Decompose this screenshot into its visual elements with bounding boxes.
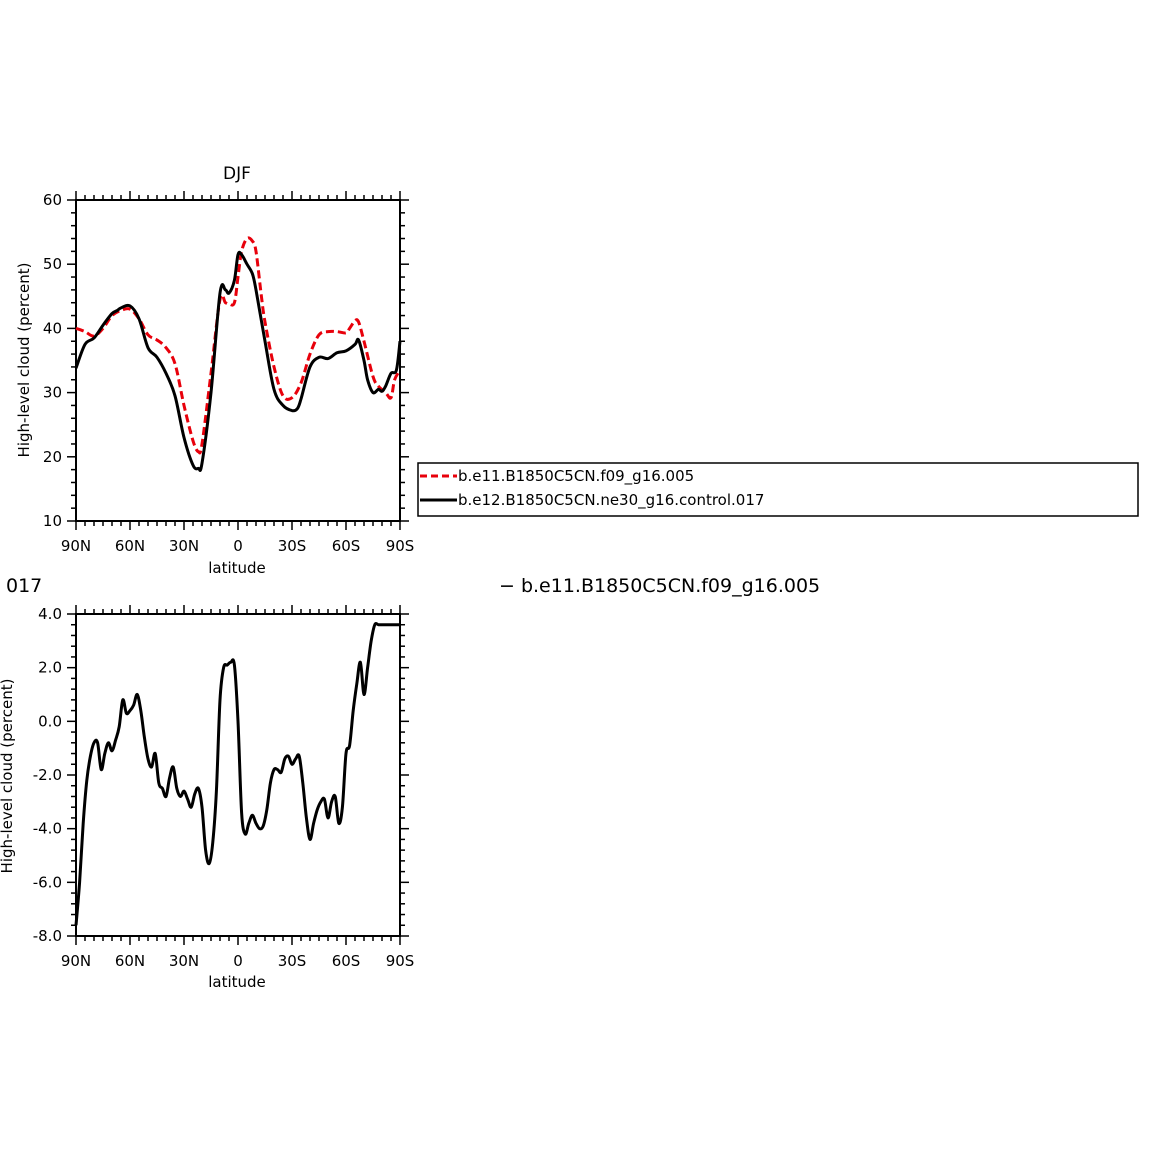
top-y-tick-label: 30 [43, 384, 62, 402]
bottom-ylabel-clip-2 [0, 872, 19, 912]
top-x-tick-label: 30N [169, 537, 199, 555]
top-y-tick-label: 60 [43, 191, 62, 209]
top-y-tick-label: 40 [43, 319, 62, 337]
top-panel-legend: b.e11.B1850C5CN.f09_g16.005 b.e12.B1850C… [417, 462, 1139, 517]
legend-entry-red: b.e11.B1850C5CN.f09_g16.005 [458, 467, 694, 486]
top-x-tick-label: 60S [332, 537, 361, 555]
bottom-ylabel-clip [0, 600, 19, 678]
top-x-tick-label: 0 [233, 537, 243, 555]
bottom-y-tick-label: 0.0 [38, 712, 62, 730]
bottom-series-line-0 [74, 622, 400, 926]
bottom-panel: 017 − b.e11.B1850C5CN.f09_g16.005 latitu… [0, 575, 820, 991]
bottom-y-tick-label: -4.0 [33, 820, 62, 838]
bottom-y-tick-label: 4.0 [38, 605, 62, 623]
top-series-line-1 [74, 250, 402, 472]
top-plot-frame [75, 199, 401, 522]
top-x-tick-label: 90N [61, 537, 91, 555]
bottom-panel-header-left: 017 [6, 575, 42, 597]
bottom-x-tick-label: 90S [386, 952, 415, 970]
bottom-panel-header-right: − b.e11.B1850C5CN.f09_g16.005 [499, 575, 820, 597]
bottom-x-tick-label: 30S [278, 952, 307, 970]
bottom-x-tick-label: 60N [115, 952, 145, 970]
bottom-x-tick-label: 0 [233, 952, 243, 970]
top-panel: DJF latitude High-level cloud (percent) … [15, 164, 414, 577]
top-x-tick-label: 30S [278, 537, 307, 555]
bottom-plot-frame [75, 613, 401, 937]
legend-box [417, 462, 1139, 517]
legend-entry-black: b.e12.B1850C5CN.ne30_g16.control.017 [458, 491, 764, 510]
top-y-tick-label: 50 [43, 255, 62, 273]
bottom-y-tick-label: -2.0 [33, 766, 62, 784]
top-series-line-0 [75, 236, 402, 455]
top-panel-xlabel: latitude [208, 559, 266, 577]
bottom-x-tick-label: 60S [332, 952, 361, 970]
bottom-panel-ylabel: High-level cloud (percent) [0, 679, 16, 874]
bottom-y-tick-label: -6.0 [33, 873, 62, 891]
top-y-tick-label: 10 [43, 512, 62, 530]
bottom-panel-xlabel: latitude [208, 973, 266, 991]
top-y-tick-label: 20 [43, 448, 62, 466]
top-panel-title: DJF [223, 164, 251, 184]
top-x-tick-label: 90S [386, 537, 415, 555]
bottom-x-tick-label: 90N [61, 952, 91, 970]
bottom-x-tick-label: 30N [169, 952, 199, 970]
top-x-tick-label: 60N [115, 537, 145, 555]
bottom-y-tick-label: 2.0 [38, 659, 62, 677]
bottom-y-tick-label: -8.0 [33, 927, 62, 945]
top-panel-ylabel: High-level cloud (percent) [15, 263, 33, 458]
